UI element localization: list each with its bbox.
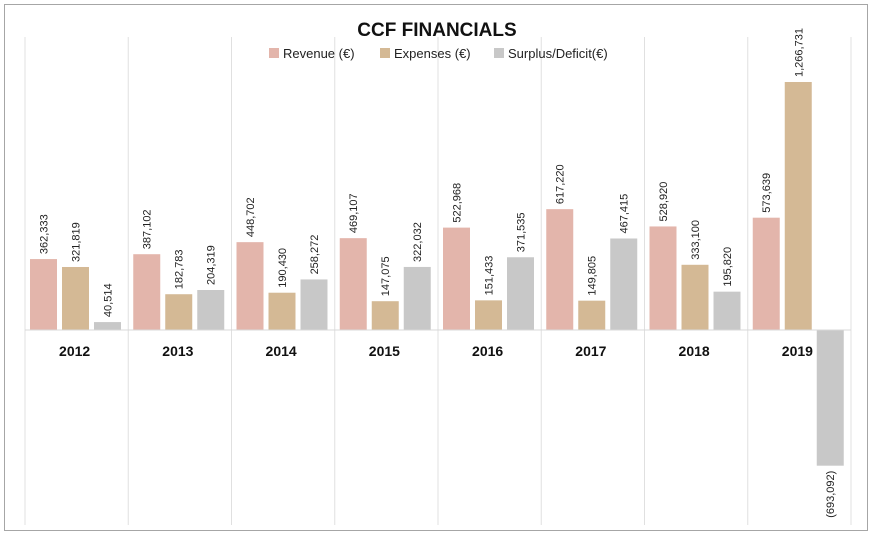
data-label-surplus-deficit-2014: 258,272 — [309, 235, 321, 275]
grid-layer — [24, 37, 852, 525]
data-label-expenses-2017: 149,805 — [587, 256, 599, 296]
data-label-surplus-deficit-2017: 467,415 — [619, 194, 631, 234]
bar-expenses-2012 — [62, 266, 89, 330]
bar-expenses-2013 — [165, 294, 193, 330]
bar-surplus-deficit-2017 — [610, 238, 638, 330]
bar-expenses-2019 — [784, 82, 812, 330]
bar-surplus-deficit-2013 — [197, 289, 225, 330]
bar-revenue-2018 — [649, 226, 677, 330]
legend-label-surplus-deficit: Surplus/Deficit(€) — [508, 46, 608, 61]
legend-swatch-expenses — [380, 48, 390, 58]
bar-revenue-2017 — [546, 209, 574, 330]
data-label-revenue-2012: 362,333 — [39, 214, 51, 254]
data-label-expenses-2015: 147,075 — [380, 256, 392, 296]
data-label-revenue-2018: 528,920 — [658, 182, 670, 222]
data-label-revenue-2016: 522,968 — [452, 183, 464, 223]
bar-surplus-deficit-2014 — [300, 279, 328, 330]
legend-label-expenses: Expenses (€) — [394, 46, 471, 61]
data-label-expenses-2016: 151,433 — [484, 256, 496, 296]
data-label-layer: 362,333 321,819 40,514 387,102 182,783 204,31… — [39, 28, 838, 518]
chart-title: CCF FINANCIALS — [357, 20, 516, 41]
chart-frame: 362,333 321,819 40,514 387,102 182,783 204,31… — [4, 4, 868, 531]
data-label-surplus-deficit-2018: 195,820 — [722, 247, 734, 287]
legend-swatch-revenue — [269, 48, 279, 58]
data-label-expenses-2019: 1,266,731 — [793, 28, 805, 77]
legend: Revenue (€) Expenses (€) Surplus/Deficit(€… — [269, 46, 608, 61]
bar-revenue-2015 — [339, 238, 367, 330]
category-label-2017: 2017 — [575, 343, 606, 359]
data-label-revenue-2017: 617,220 — [555, 164, 567, 204]
data-label-revenue-2014: 448,702 — [245, 197, 257, 237]
data-label-surplus-deficit-2015: 322,032 — [412, 222, 424, 262]
data-label-expenses-2013: 182,783 — [174, 249, 186, 289]
bar-revenue-2019 — [752, 217, 780, 330]
category-label-2014: 2014 — [266, 343, 297, 359]
data-label-surplus-deficit-2016: 371,535 — [516, 212, 528, 252]
data-label-surplus-deficit-2019: (693,092) — [825, 471, 837, 518]
bar-revenue-2016 — [443, 227, 470, 330]
data-label-revenue-2019: 573,639 — [761, 173, 773, 213]
bar-expenses-2014 — [268, 292, 296, 330]
data-label-expenses-2014: 190,430 — [277, 248, 289, 288]
bar-expenses-2017 — [578, 300, 606, 330]
data-label-surplus-deficit-2013: 204,319 — [206, 245, 218, 285]
bar-expenses-2015 — [371, 301, 399, 330]
data-label-expenses-2012: 321,819 — [71, 222, 83, 262]
data-label-surplus-deficit-2012: 40,514 — [103, 283, 115, 317]
category-label-2019: 2019 — [782, 343, 813, 359]
legend-swatch-surplus-deficit — [494, 48, 504, 58]
category-label-layer: 2012 2013 2014 2015 2016 2017 2018 2019 — [59, 343, 813, 359]
bar-revenue-2013 — [133, 254, 161, 330]
bar-surplus-deficit-2016 — [507, 257, 534, 330]
data-label-revenue-2013: 387,102 — [142, 209, 154, 249]
category-label-2018: 2018 — [679, 343, 710, 359]
bar-revenue-2014 — [236, 242, 264, 330]
bar-layer — [30, 82, 844, 466]
ccf-financials-chart: 362,333 321,819 40,514 387,102 182,783 204,31… — [24, 20, 852, 525]
bar-surplus-deficit-2012 — [94, 322, 121, 330]
category-label-2012: 2012 — [59, 343, 90, 359]
category-label-2015: 2015 — [369, 343, 400, 359]
data-label-revenue-2015: 469,107 — [348, 193, 360, 233]
category-label-2016: 2016 — [472, 343, 503, 359]
data-label-expenses-2018: 333,100 — [690, 220, 702, 260]
bar-revenue-2012 — [30, 259, 57, 330]
bar-surplus-deficit-2018 — [713, 291, 741, 330]
bar-expenses-2016 — [475, 300, 502, 330]
legend-label-revenue: Revenue (€) — [283, 46, 355, 61]
bar-surplus-deficit-2019 — [816, 330, 844, 466]
bar-surplus-deficit-2015 — [403, 266, 431, 330]
bar-expenses-2018 — [681, 264, 709, 330]
category-label-2013: 2013 — [162, 343, 193, 359]
